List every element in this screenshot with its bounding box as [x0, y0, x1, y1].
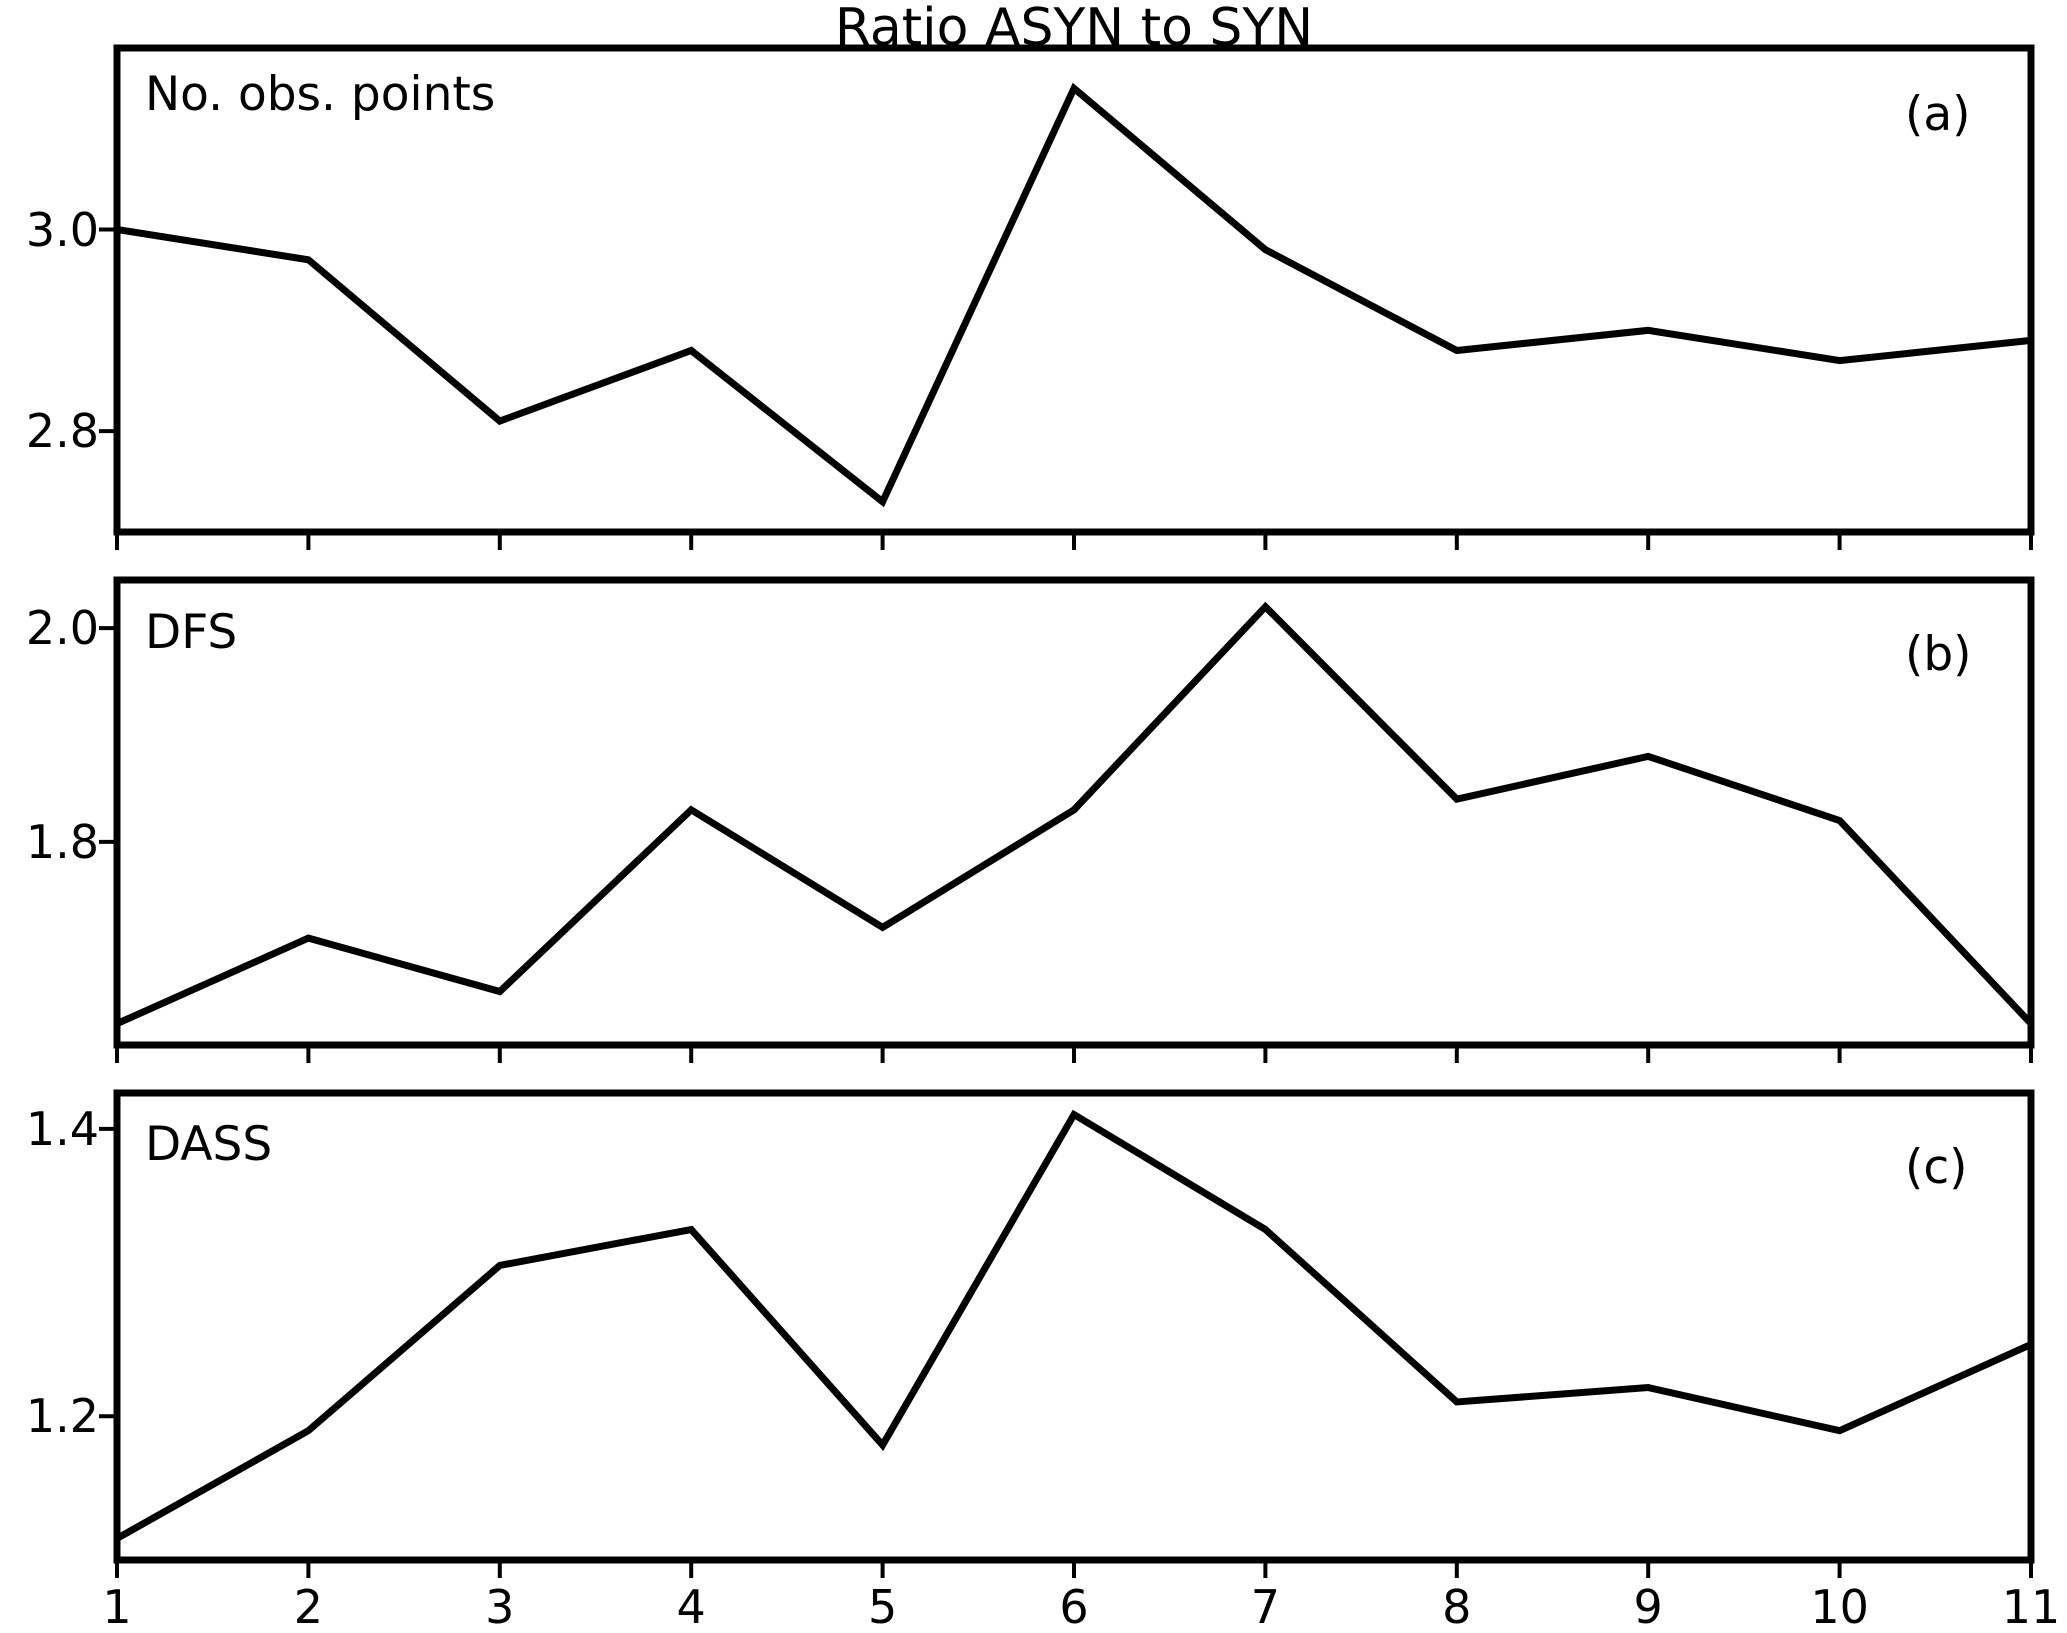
panel-b-tag: (b): [1905, 627, 1972, 682]
y-tick-label: 1.2: [25, 1389, 99, 1444]
x-tick-label: 7: [1250, 1580, 1281, 1633]
y-tick-label: 2.8: [25, 404, 99, 459]
chart-title: Ratio ASYN to SYN: [834, 0, 1314, 58]
x-tick-label: 8: [1442, 1580, 1472, 1633]
x-tick-label: 3: [485, 1580, 515, 1633]
x-tick-label: 6: [1059, 1580, 1089, 1633]
y-tick-label: 2.0: [25, 601, 99, 656]
x-tick-label: 5: [867, 1580, 898, 1633]
panel-c-series-label: DASS: [145, 1117, 273, 1172]
panel-c-border: [113, 1089, 2035, 1564]
x-tick-label: 1: [102, 1580, 132, 1633]
series-line-b: [115, 601, 2034, 1027]
panel-a-tag: (a): [1905, 87, 1971, 142]
series-line-c: [115, 1109, 2033, 1542]
panel-c-tag: (c): [1905, 1140, 1968, 1195]
x-tick-label: 11: [2001, 1580, 2061, 1633]
x-tick-label: 4: [676, 1580, 706, 1633]
y-tick-label: 1.4: [25, 1101, 99, 1156]
x-tick-label: 9: [1633, 1580, 1663, 1633]
series-line-a: [116, 82, 2032, 508]
x-tick-label: 2: [293, 1580, 324, 1633]
y-tick-label: 3.0: [25, 202, 99, 257]
y-tick-label: 1.8: [25, 814, 99, 869]
panel-a-series-label: No. obs. points: [145, 67, 496, 122]
panel-b-series-label: DFS: [145, 605, 238, 660]
x-tick-label: 10: [1810, 1580, 1869, 1633]
